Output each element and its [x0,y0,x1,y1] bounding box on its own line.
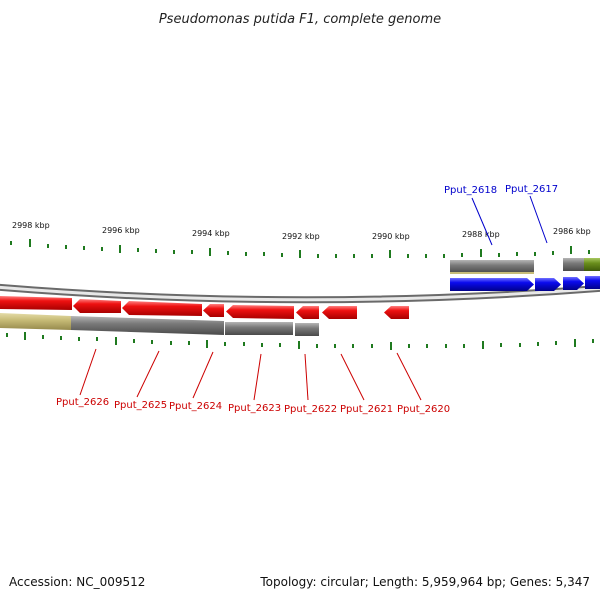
gene-arrow[interactable] [322,306,357,319]
reverse-gene-track [0,296,409,319]
reverse-track-segment [225,322,293,335]
reverse-leader-lines [79,348,422,401]
gene-arrow[interactable] [122,301,202,316]
kbp-label: 2988 kbp [462,230,500,239]
forward-track-segment [584,258,600,271]
gene-label[interactable]: Pput_2621 [340,404,393,415]
kbp-label: 2992 kbp [282,232,320,241]
forward-track-segment [450,260,534,273]
gene-label[interactable]: Pput_2625 [114,400,167,411]
reverse-annotation-track [0,313,319,336]
gene-arrow[interactable] [296,306,319,319]
forward-gene-labels: Pput_2618 Pput_2617 [444,184,558,196]
gene-arrow[interactable] [563,277,584,290]
kbp-scale-labels: 2998 kbp 2996 kbp 2994 kbp 2992 kbp 2990… [12,221,591,241]
reverse-track-segment [71,316,224,335]
gene-arrow[interactable] [384,306,409,319]
gene-arrow[interactable] [226,305,294,319]
gene-arrow[interactable] [203,304,224,317]
kbp-label: 2996 kbp [102,226,140,235]
gene-label[interactable]: Pput_2620 [397,404,450,415]
kbp-label: 2986 kbp [553,227,591,236]
kbp-label: 2994 kbp [192,229,230,238]
outer-tick-row [10,239,590,258]
gene-label[interactable]: Pput_2618 [444,185,497,196]
kbp-label: 2990 kbp [372,232,410,241]
genome-summary-text: Topology: circular; Length: 5,959,964 bp… [259,575,590,589]
inner-tick-row [6,332,594,350]
forward-annotation-track [450,258,600,274]
gene-arrow[interactable] [73,299,121,313]
reverse-track-segment [0,313,71,330]
gene-arrow[interactable] [535,278,561,291]
gene-label[interactable]: Pput_2622 [284,404,337,415]
forward-leader-lines [471,195,548,246]
forward-gene-track [450,276,600,291]
gene-label[interactable]: Pput_2626 [56,397,109,408]
gene-arrow[interactable] [450,278,534,291]
map-title: Pseudomonas putida F1, complete genome [159,12,441,27]
gene-label[interactable]: Pput_2623 [228,403,281,414]
gene-label[interactable]: Pput_2624 [169,401,222,412]
gene-arrow[interactable] [0,296,72,310]
gene-label[interactable]: Pput_2617 [505,184,558,195]
reverse-gene-labels: Pput_2626 Pput_2625 Pput_2624 Pput_2623 … [56,397,450,415]
reverse-track-segment [295,323,319,336]
forward-track-segment [563,258,584,271]
kbp-label: 2998 kbp [12,221,50,230]
gene-arrow[interactable] [585,276,600,289]
accession-text: Accession: NC_009512 [9,575,145,589]
